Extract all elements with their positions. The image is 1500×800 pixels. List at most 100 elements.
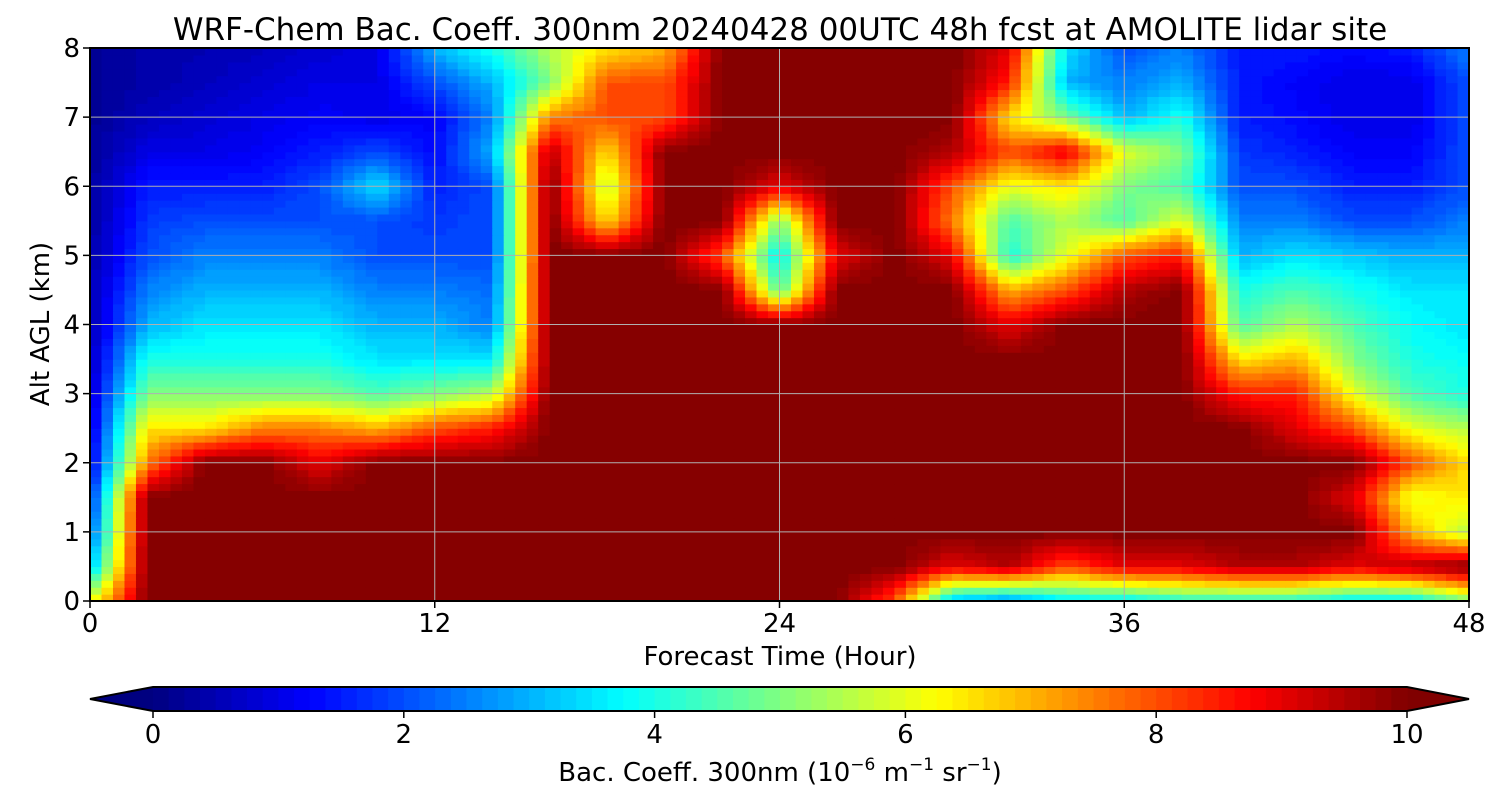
- heatmap-cell: [1434, 379, 1447, 388]
- heatmap-cell: [1342, 400, 1355, 409]
- heatmap-cell: [618, 531, 631, 540]
- heatmap-cell: [1434, 580, 1447, 588]
- heatmap-cell: [928, 428, 941, 436]
- heatmap-cell: [1457, 594, 1469, 601]
- heatmap-cell: [699, 462, 712, 471]
- heatmap-cell: [492, 531, 505, 540]
- heatmap-cell: [756, 545, 769, 554]
- heatmap-cell: [951, 594, 964, 601]
- heatmap-cell: [1446, 365, 1459, 374]
- heatmap-cell: [1204, 317, 1217, 326]
- heatmap-cell: [480, 407, 493, 415]
- heatmap-cell: [1262, 490, 1275, 498]
- heatmap-cell: [802, 566, 815, 574]
- heatmap-cell: [1296, 331, 1309, 339]
- heatmap-cell: [630, 538, 643, 547]
- heatmap-cell: [1296, 531, 1309, 540]
- heatmap-cell: [1296, 497, 1309, 505]
- heatmap-cell: [112, 310, 126, 319]
- heatmap-cell: [319, 524, 332, 533]
- heatmap-cell: [216, 455, 229, 464]
- heatmap-cell: [1319, 393, 1332, 402]
- heatmap-cell: [354, 400, 367, 409]
- heatmap-cell: [917, 317, 930, 326]
- heatmap-cell: [423, 365, 436, 374]
- heatmap-cell: [239, 338, 252, 346]
- heatmap-cell: [917, 310, 930, 319]
- heatmap-cell: [722, 511, 735, 519]
- heatmap-cell: [469, 573, 482, 581]
- heatmap-cell: [273, 448, 286, 457]
- heatmap-cell: [1204, 483, 1217, 491]
- heatmap-cell: [331, 573, 344, 581]
- heatmap-cell: [480, 310, 493, 319]
- heatmap-cell: [124, 386, 137, 395]
- heatmap-cell: [411, 524, 424, 533]
- heatmap-cell: [1147, 566, 1160, 574]
- heatmap-cell: [1377, 476, 1390, 485]
- heatmap-cell: [503, 310, 516, 319]
- heatmap-cell: [722, 421, 735, 429]
- heatmap-cell: [331, 386, 344, 395]
- heatmap-cell: [1273, 531, 1286, 540]
- heatmap-cell: [549, 372, 562, 381]
- heatmap-cell: [997, 338, 1010, 346]
- heatmap-cell: [1089, 400, 1102, 409]
- heatmap-cell: [1089, 469, 1102, 478]
- heatmap-cell: [538, 566, 551, 574]
- heatmap-cell: [193, 393, 206, 402]
- heatmap-cell: [722, 566, 735, 574]
- heatmap-cell: [1434, 455, 1447, 464]
- heatmap-cell: [986, 324, 999, 333]
- heatmap-cell: [446, 545, 459, 554]
- heatmap-cell: [227, 310, 240, 319]
- heatmap-cell: [1457, 545, 1469, 554]
- heatmap-cell: [561, 552, 574, 561]
- heatmap-cell: [1193, 566, 1206, 574]
- heatmap-cell: [779, 352, 792, 360]
- heatmap-cell: [882, 455, 896, 464]
- heatmap-cell: [446, 331, 459, 339]
- heatmap-cell: [469, 324, 482, 333]
- heatmap-cell: [446, 483, 459, 491]
- heatmap-cell: [1296, 545, 1309, 554]
- heatmap-cell: [1411, 317, 1424, 326]
- heatmap-cell: [273, 310, 286, 319]
- heatmap-cell: [365, 317, 378, 326]
- heatmap-cell: [1181, 524, 1194, 533]
- heatmap-cell: [618, 331, 631, 339]
- heatmap-cell: [469, 421, 482, 429]
- heatmap-cell: [411, 379, 424, 388]
- heatmap-cell: [905, 310, 918, 319]
- heatmap-cell: [1411, 393, 1424, 402]
- heatmap-cell: [825, 566, 838, 574]
- heatmap-cell: [561, 407, 574, 415]
- heatmap-cell: [1296, 483, 1309, 491]
- heatmap-cell: [1239, 476, 1252, 485]
- heatmap-cell: [377, 352, 390, 360]
- heatmap-cell: [135, 421, 149, 429]
- heatmap-cell: [963, 324, 976, 333]
- heatmap-cell: [1055, 559, 1068, 568]
- heatmap-cell: [457, 407, 470, 415]
- heatmap-cell: [1285, 455, 1298, 464]
- heatmap-cell: [928, 566, 941, 574]
- heatmap-cell: [296, 386, 309, 395]
- heatmap-cell: [227, 483, 240, 491]
- heatmap-cell: [687, 400, 700, 409]
- heatmap-cell: [1342, 331, 1355, 339]
- heatmap-cell: [239, 414, 252, 422]
- heatmap-cell: [227, 573, 240, 581]
- heatmap-cell: [1285, 587, 1298, 595]
- heatmap-cell: [859, 414, 873, 422]
- heatmap-cell: [262, 469, 275, 478]
- heatmap-cell: [1089, 359, 1102, 367]
- heatmap-cell: [538, 448, 551, 457]
- heatmap-cell: [997, 407, 1010, 415]
- heatmap-cell: [1354, 345, 1367, 353]
- heatmap-cell: [526, 566, 539, 574]
- heatmap-cell: [1066, 573, 1079, 581]
- heatmap-cell: [319, 379, 332, 388]
- heatmap-cell: [1457, 393, 1469, 402]
- heatmap-cell: [1066, 428, 1079, 436]
